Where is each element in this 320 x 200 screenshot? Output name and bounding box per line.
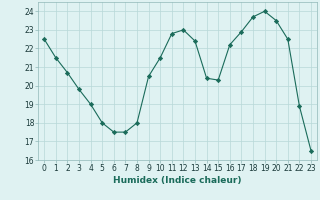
X-axis label: Humidex (Indice chaleur): Humidex (Indice chaleur) — [113, 176, 242, 185]
